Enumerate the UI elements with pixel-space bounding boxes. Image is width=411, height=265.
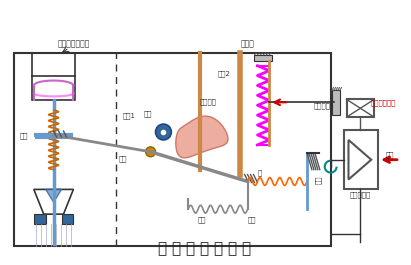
Bar <box>254 55 272 61</box>
Bar <box>34 214 46 224</box>
Text: 挡板: 挡板 <box>247 216 256 223</box>
Bar <box>62 214 74 224</box>
Text: 杠杆2: 杠杆2 <box>218 70 231 77</box>
Circle shape <box>145 147 155 157</box>
Polygon shape <box>46 189 62 202</box>
Text: 恒节流孔: 恒节流孔 <box>314 102 331 109</box>
Text: 扭杆: 扭杆 <box>119 156 127 162</box>
Text: 压力信号输入: 压力信号输入 <box>370 99 396 106</box>
Polygon shape <box>176 116 228 158</box>
Text: 轴: 轴 <box>257 170 262 176</box>
Text: 气动放大器: 气动放大器 <box>350 191 371 198</box>
Text: 平板: 平板 <box>20 132 28 139</box>
Text: 喷嘴: 喷嘴 <box>315 176 321 184</box>
Text: 滚轮: 滚轮 <box>144 110 152 117</box>
Bar <box>346 99 374 117</box>
Text: 杠杆1: 杠杆1 <box>123 112 136 119</box>
Text: 气动薄膜调节阀: 气动薄膜调节阀 <box>57 39 90 48</box>
Bar <box>332 90 339 115</box>
Circle shape <box>155 124 171 140</box>
Text: 偏心凸轮: 偏心凸轮 <box>200 98 217 105</box>
Text: 气源: 气源 <box>386 152 395 158</box>
Text: 气 动 阀 门 定 位 器: 气 动 阀 门 定 位 器 <box>159 241 252 256</box>
Bar <box>344 130 378 189</box>
Text: 弹簧: 弹簧 <box>198 216 207 223</box>
Text: 波纹管: 波纹管 <box>240 39 254 48</box>
